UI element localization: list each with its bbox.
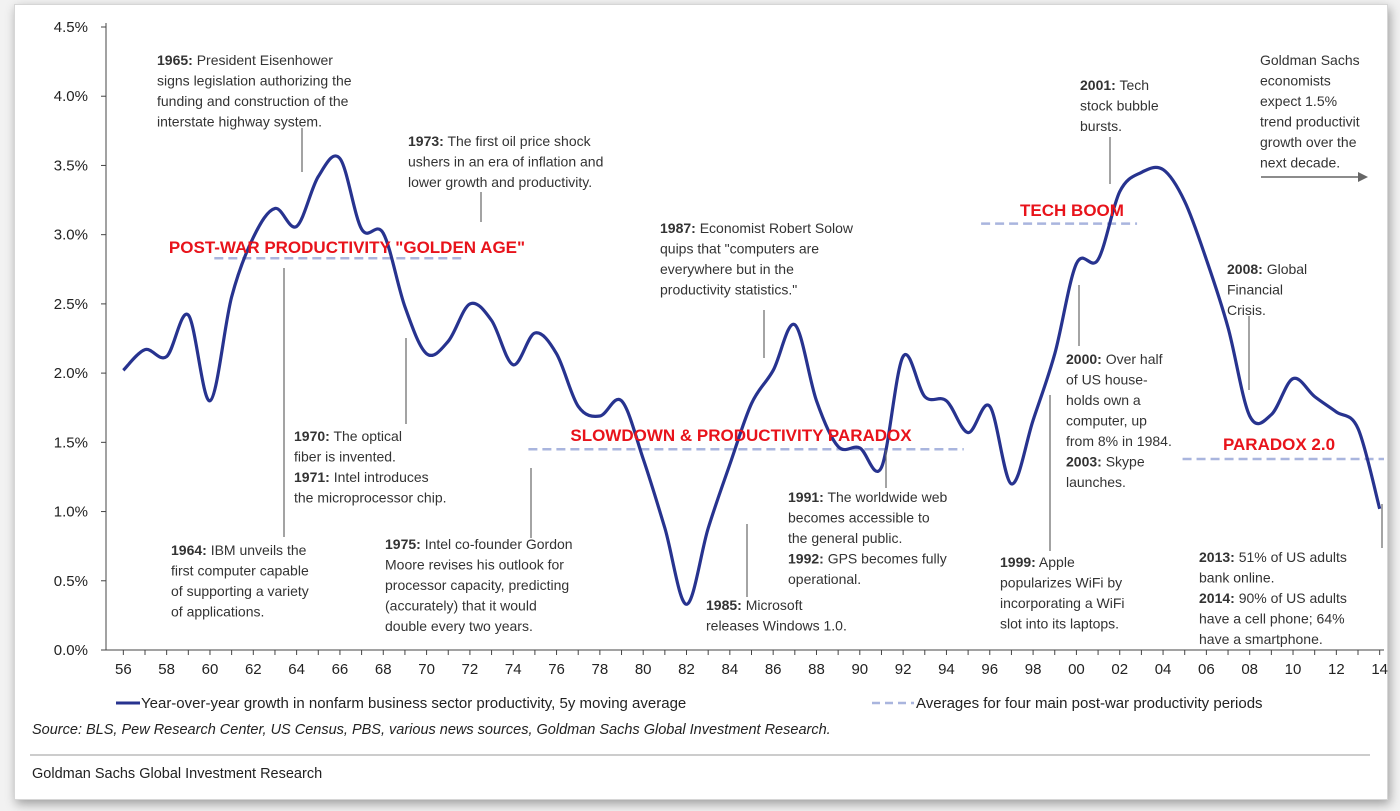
annotation-1987: 1987: Economist Robert Solow quips that "… — [660, 220, 854, 298]
x-tick-label: 00 — [1068, 661, 1085, 678]
legend-label-productivity: Year-over-year growth in nonfarm busines… — [141, 695, 686, 712]
annotation-2008: 2008: Global Financial Crisis. — [1227, 261, 1307, 318]
y-tick-label: 2.5% — [54, 296, 88, 313]
x-tick-label: 86 — [765, 661, 782, 678]
x-tick-label: 98 — [1025, 661, 1042, 678]
y-tick-label: 4.0% — [54, 88, 88, 105]
x-tick-label: 72 — [462, 661, 479, 678]
x-tick-label: 66 — [332, 661, 349, 678]
x-tick-label: 62 — [245, 661, 262, 678]
x-tick-label: 76 — [548, 661, 565, 678]
annotation-1970: 1970: The optical fiber is invented. 1971:… — [294, 428, 447, 506]
footer-text: Goldman Sachs Global Investment Research — [32, 766, 322, 782]
x-tick-label: 94 — [938, 661, 955, 678]
annotation-1999: 1999: Apple popularizes WiFi by incorporat… — [1000, 554, 1125, 632]
x-tick-label: 78 — [592, 661, 609, 678]
x-tick-label: 56 — [115, 661, 132, 678]
annotation-2013: 2013: 51% of US adults bank online. 2014: … — [1199, 549, 1347, 647]
period-label: TECH BOOM — [1020, 201, 1124, 220]
x-tick-label: 68 — [375, 661, 392, 678]
annotation-1985: 1985: Microsoft releases Windows 1.0. — [706, 597, 847, 634]
x-tick-label: 80 — [635, 661, 652, 678]
y-tick-label: 2.0% — [54, 365, 88, 382]
x-tick-label: 02 — [1111, 661, 1128, 678]
forecast-arrow-head — [1358, 172, 1368, 182]
annotation-2000: 2000: Over half of US house-holds own a co… — [1066, 351, 1172, 490]
x-tick-label: 96 — [981, 661, 998, 678]
x-tick-label: 82 — [678, 661, 695, 678]
x-tick-label: 74 — [505, 661, 522, 678]
x-tick-label: 88 — [808, 661, 825, 678]
y-tick-label: 1.5% — [54, 434, 88, 451]
y-tick-label: 0.5% — [54, 573, 88, 590]
x-tick-label: 06 — [1198, 661, 1215, 678]
x-tick-label: 12 — [1328, 661, 1345, 678]
productivity-series-line — [122, 154, 1382, 606]
y-tick-label: 4.5% — [54, 19, 88, 36]
x-tick-label: 84 — [721, 661, 738, 678]
period-label: PARADOX 2.0 — [1223, 435, 1335, 454]
chart-card — [14, 4, 1388, 800]
annotation-1965: 1965: President Eisenhower signs legislat… — [157, 52, 352, 130]
x-tick-label: 10 — [1285, 661, 1302, 678]
y-tick-label: 3.0% — [54, 227, 88, 244]
legend-label-averages: Averages for four main post-war producti… — [916, 695, 1263, 712]
x-tick-label: 14 — [1371, 661, 1388, 678]
x-tick-label: 64 — [288, 661, 305, 678]
period-label: SLOWDOWN & PRODUCTIVITY PARADOX — [570, 426, 912, 445]
x-tick-label: 90 — [851, 661, 868, 678]
annotation-1973: 1973: The first oil price shock ushers in… — [408, 133, 603, 190]
annotation-2001: 2001: Tech stock bubble bursts. — [1080, 77, 1159, 134]
annotation-gold: Goldman Sachs economists expect 1.5% trend … — [1260, 52, 1360, 171]
annotation-1975: 1975: Intel co-founder Gordon Moore revis… — [385, 536, 573, 634]
annotation-1964: 1964: IBM unveils the first computer capa… — [171, 542, 309, 620]
x-tick-label: 60 — [202, 661, 219, 678]
period-label: POST-WAR PRODUCTIVITY "GOLDEN AGE" — [169, 238, 525, 257]
x-tick-label: 92 — [895, 661, 912, 678]
x-tick-label: 70 — [418, 661, 435, 678]
source-note: Source: BLS, Pew Research Center, US Cen… — [32, 722, 831, 738]
x-tick-label: 58 — [158, 661, 175, 678]
y-tick-label: 1.0% — [54, 504, 88, 521]
x-tick-label: 08 — [1241, 661, 1258, 678]
y-tick-label: 0.0% — [54, 642, 88, 659]
y-tick-label: 3.5% — [54, 157, 88, 174]
x-tick-label: 04 — [1155, 661, 1172, 678]
annotation-1991: 1991: The worldwide web becomes accessibl… — [788, 489, 947, 587]
